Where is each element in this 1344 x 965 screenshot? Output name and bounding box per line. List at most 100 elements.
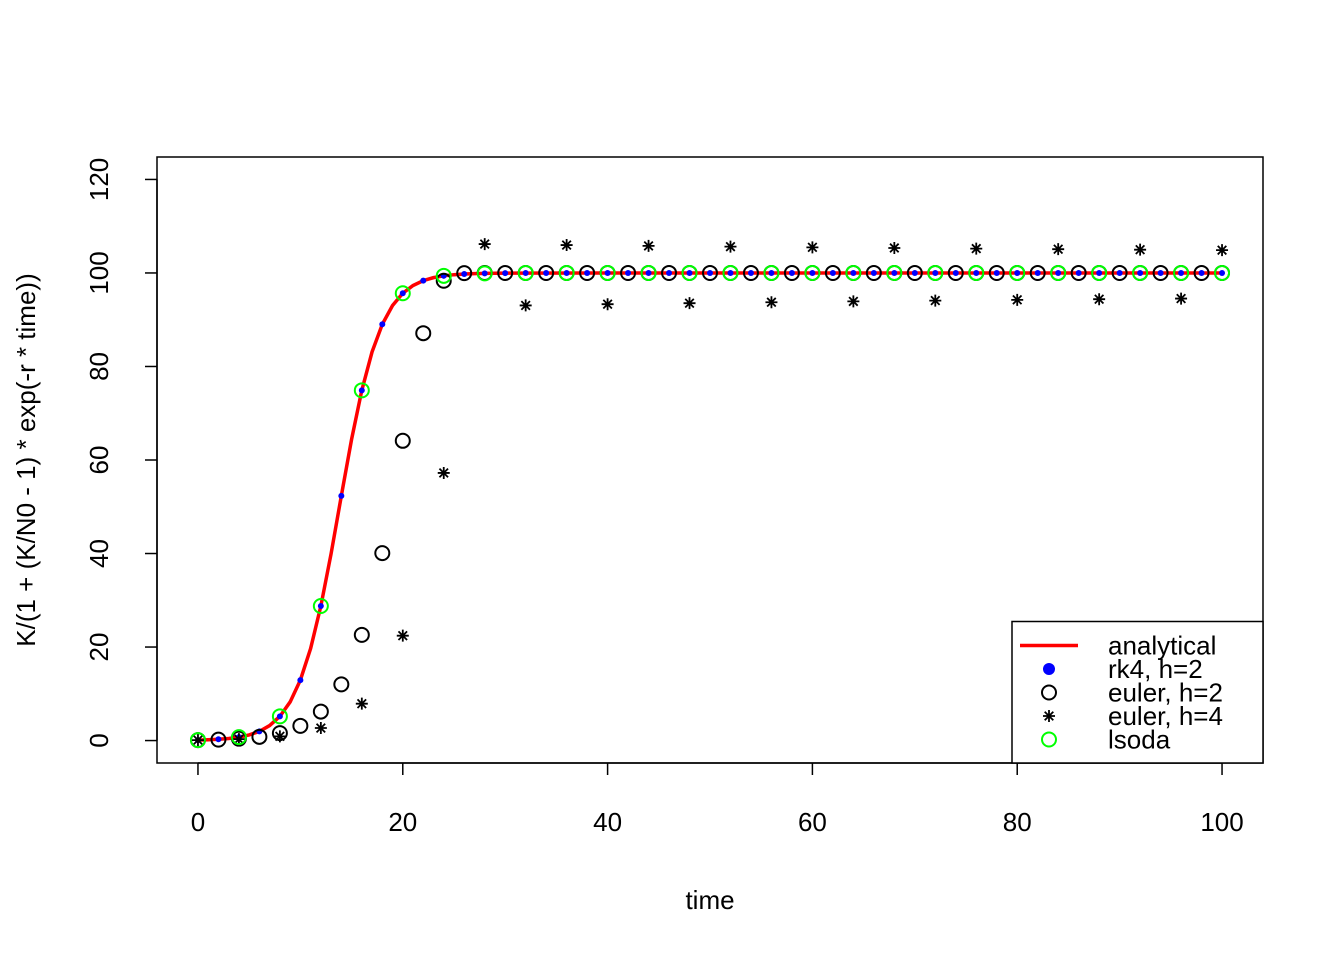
point (394, 432, 411, 449)
point (681, 264, 698, 281)
legend-label: analytical (1108, 631, 1216, 661)
point (396, 629, 409, 642)
point (461, 271, 468, 278)
point (420, 277, 427, 284)
point (1029, 264, 1046, 281)
point (1014, 269, 1021, 276)
point (625, 269, 632, 276)
point (642, 239, 655, 252)
point (1198, 269, 1205, 276)
point (543, 269, 550, 276)
y-tick-label: 20 (84, 633, 114, 662)
point (888, 241, 901, 254)
point (829, 269, 836, 276)
point (215, 736, 222, 743)
x-axis-label: time (685, 885, 734, 915)
point (538, 264, 555, 281)
point (722, 264, 739, 281)
legend-label: euler, h=2 (1108, 678, 1223, 708)
point (314, 722, 327, 735)
point (312, 703, 329, 720)
point (353, 626, 370, 643)
point (437, 466, 450, 479)
point (620, 264, 637, 281)
point (502, 270, 509, 277)
point (558, 264, 575, 281)
point (273, 730, 286, 743)
point (906, 264, 923, 281)
y-tick-label: 100 (84, 251, 114, 294)
point (1052, 243, 1065, 256)
y-tick-label: 40 (84, 539, 114, 568)
point (374, 545, 391, 562)
point (563, 269, 570, 276)
point (886, 264, 903, 281)
point (845, 264, 862, 281)
point (394, 285, 411, 302)
point (560, 239, 573, 252)
point (476, 265, 493, 282)
point (847, 295, 860, 308)
legend-label: rk4, h=2 (1108, 654, 1203, 684)
point (297, 677, 304, 684)
point (478, 238, 491, 251)
point (1134, 243, 1147, 256)
point (497, 264, 514, 281)
point (399, 290, 406, 297)
point (338, 492, 345, 499)
point (1075, 269, 1082, 276)
point (911, 269, 918, 276)
point (317, 603, 324, 610)
x-tick-label: 100 (1200, 807, 1243, 837)
point (970, 242, 983, 255)
point (1096, 269, 1103, 276)
point (968, 264, 985, 281)
point (271, 708, 288, 725)
point (355, 697, 368, 710)
legend-swatch (1041, 731, 1057, 748)
point (358, 387, 365, 394)
point (1214, 264, 1231, 281)
point (947, 264, 964, 281)
point (1157, 269, 1164, 276)
legend-swatch (1043, 663, 1055, 675)
point (988, 264, 1005, 281)
point (189, 732, 206, 749)
legend-swatch (1043, 710, 1055, 722)
point (522, 269, 529, 276)
point (702, 264, 718, 281)
point (865, 264, 882, 281)
x-tick-label: 20 (388, 807, 417, 837)
point (661, 264, 678, 281)
point (1091, 264, 1108, 281)
point (809, 269, 816, 276)
point (579, 264, 596, 281)
x-tick-label: 80 (1003, 807, 1032, 837)
point (742, 264, 759, 281)
point (1070, 264, 1087, 281)
y-axis-label: K/(1 + (K/N0 - 1) * exp(-r * time)) (11, 273, 41, 646)
point (993, 269, 1000, 276)
point (666, 269, 673, 276)
point (952, 269, 959, 276)
point (783, 264, 800, 281)
point (870, 269, 877, 276)
point (707, 269, 713, 276)
point (230, 729, 247, 746)
legend-swatch (1041, 684, 1057, 701)
point (210, 731, 227, 748)
point (788, 269, 795, 276)
point (686, 269, 693, 276)
legend-label: lsoda (1108, 725, 1171, 755)
point (1152, 264, 1169, 281)
point (927, 264, 944, 281)
point (973, 269, 980, 276)
point (519, 299, 532, 312)
point (1093, 293, 1106, 306)
point (481, 270, 488, 277)
point (1111, 264, 1128, 281)
point (850, 269, 857, 276)
point (1116, 269, 1123, 276)
